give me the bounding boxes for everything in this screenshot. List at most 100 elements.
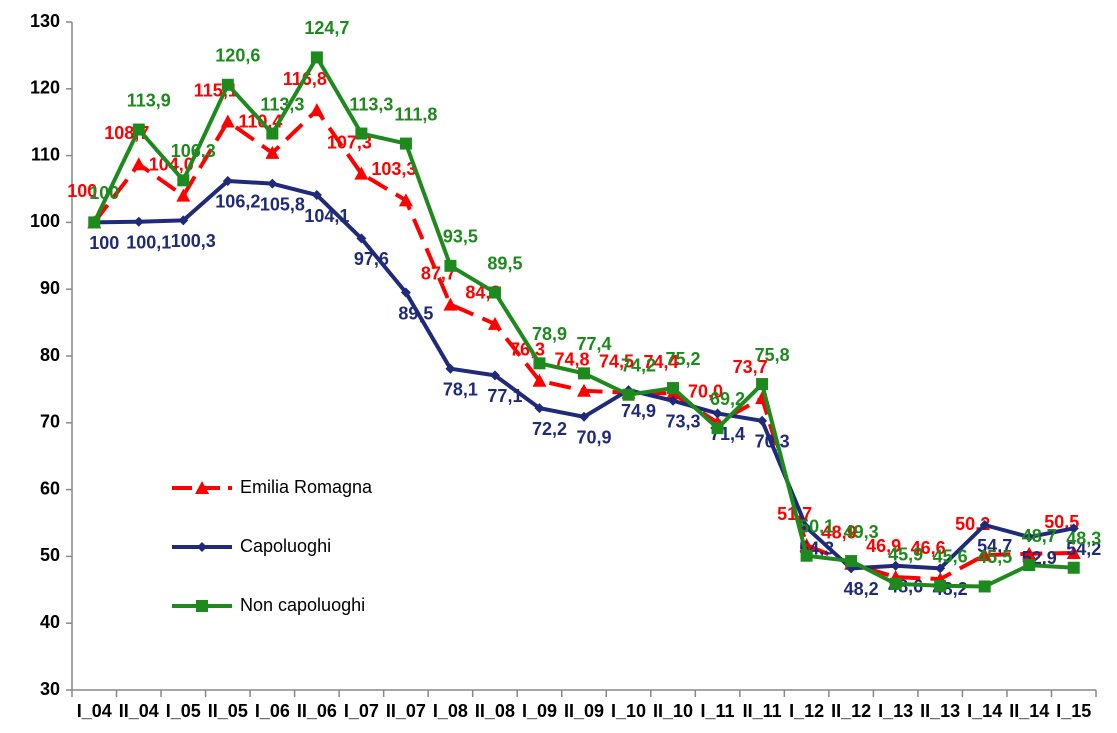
data-label: 100,3 [171, 231, 216, 251]
y-tick-label: 90 [40, 278, 60, 298]
x-tick-label: II_08 [475, 701, 515, 721]
x-tick-label: II_07 [386, 701, 426, 721]
x-tick-label: I_04 [77, 701, 112, 721]
data-label: 78,1 [443, 379, 478, 399]
x-tick-label: II_13 [920, 701, 960, 721]
point [487, 316, 502, 330]
point [800, 549, 813, 562]
data-label: 89,5 [398, 303, 433, 323]
point [1068, 523, 1079, 534]
point [845, 555, 858, 568]
point [265, 145, 280, 159]
point [578, 367, 590, 380]
point [220, 114, 235, 128]
data-label: 54,2 [1066, 539, 1101, 559]
x-tick-label: I_07 [344, 701, 379, 721]
data-label: 45,6 [933, 547, 968, 567]
point [310, 51, 323, 64]
point [488, 286, 501, 299]
data-label: 106,2 [215, 192, 260, 212]
data-label: 120,6 [215, 46, 260, 66]
point [177, 174, 190, 187]
point [267, 178, 278, 189]
point [978, 580, 991, 593]
data-label: 45,9 [888, 545, 923, 565]
data-label: 124,7 [304, 18, 349, 38]
legend-label: Non capoluoghi [240, 595, 365, 615]
point [222, 175, 233, 186]
data-label: 100,1 [126, 232, 171, 252]
x-tick-label: I_08 [433, 701, 468, 721]
x-tick-label: II_06 [297, 701, 337, 721]
x-tick-label: I_15 [1056, 701, 1091, 721]
data-label: 70,9 [576, 428, 611, 448]
y-tick-label: 30 [40, 679, 60, 699]
data-label: 49,3 [844, 522, 879, 542]
x-tick-label: I_09 [522, 701, 557, 721]
legend-marker [195, 481, 209, 494]
point [445, 363, 456, 374]
point [1067, 561, 1080, 574]
data-label: 48,3 [1066, 529, 1101, 549]
legend-label: Capoluoghi [240, 536, 331, 556]
data-label: 78,9 [532, 324, 567, 344]
legend-marker [197, 542, 207, 552]
point [132, 123, 145, 136]
point [1023, 559, 1036, 572]
point [533, 357, 546, 370]
data-label: 100 [67, 181, 97, 201]
data-label: 46,9 [866, 536, 901, 556]
point [622, 388, 635, 401]
point [712, 408, 723, 419]
point [178, 215, 189, 226]
point [399, 137, 412, 150]
data-label: 74,5 [599, 351, 634, 371]
point [354, 166, 369, 180]
data-label: 73,3 [666, 412, 701, 432]
point [977, 548, 992, 562]
x-tick-label: II_11 [743, 701, 782, 721]
point [756, 378, 769, 391]
point [88, 216, 101, 229]
point [311, 190, 322, 201]
point [889, 577, 902, 590]
x-tick-label: I_13 [878, 701, 913, 721]
data-label: 74,2 [621, 355, 656, 375]
data-label: 48,7 [1022, 526, 1057, 546]
data-label: 100 [89, 183, 119, 203]
data-label: 70,3 [755, 432, 790, 452]
series-line [92, 55, 1074, 589]
y-tick-label: 130 [30, 11, 60, 31]
data-label: 74,4 [644, 352, 679, 372]
data-label: 77,1 [487, 386, 522, 406]
x-tick-label: I_12 [789, 701, 824, 721]
point [1066, 546, 1081, 560]
data-label: 111,8 [394, 104, 437, 124]
data-label: 104,1 [304, 206, 349, 226]
point [309, 103, 324, 117]
x-tick-label: I_06 [255, 701, 290, 721]
point [801, 522, 812, 533]
data-label: 105,8 [260, 194, 305, 214]
x-tick-label: I_11 [701, 701, 735, 721]
y-tick-label: 120 [30, 78, 60, 98]
point [444, 259, 457, 272]
x-tick-label: II_04 [119, 701, 159, 721]
data-label: 46,6 [911, 538, 946, 558]
point [757, 415, 768, 426]
point [356, 233, 367, 244]
y-tick-label: 60 [40, 478, 60, 498]
point [400, 287, 411, 298]
data-label: 93,5 [443, 227, 478, 247]
data-label: 69,2 [710, 389, 745, 409]
point [1024, 532, 1035, 543]
data-label: 100 [89, 233, 119, 253]
y-tick-label: 70 [40, 412, 60, 432]
point [1022, 546, 1037, 560]
y-tick-label: 80 [40, 345, 60, 365]
data-label: 48,9 [822, 522, 857, 542]
data-label: 113,3 [260, 94, 304, 114]
point [577, 383, 591, 397]
point [534, 403, 545, 414]
